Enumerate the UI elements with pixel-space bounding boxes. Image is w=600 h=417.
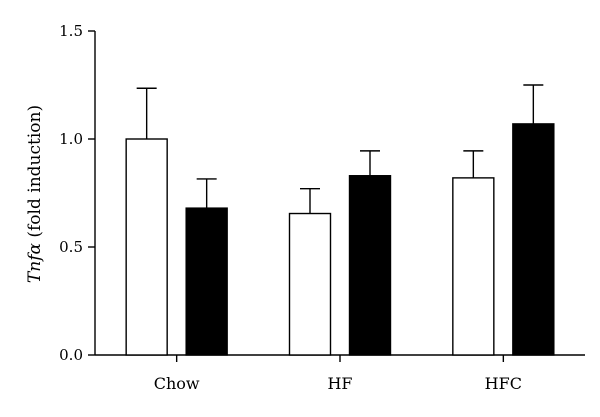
bar: [452, 177, 495, 356]
bar: [125, 138, 168, 356]
y-axis: 0.0 0.5 1.0 1.5: [59, 22, 96, 364]
x-axis: Chow HF HFC: [95, 354, 585, 393]
y-tick-label: 0.0: [59, 346, 83, 364]
y-tick-label: 1.5: [59, 22, 83, 40]
bars: [125, 84, 555, 356]
y-axis-label-italic: Tnfα: [25, 243, 45, 284]
y-tick-label: 1.0: [59, 130, 83, 148]
bar: [348, 175, 392, 356]
y-axis-label-rest: (fold induction): [25, 105, 45, 243]
bar: [185, 207, 228, 356]
y-axis-label: Tnfα (fold induction): [25, 105, 45, 283]
x-category-label: HFC: [485, 374, 522, 393]
x-category-label: Chow: [154, 374, 200, 393]
y-tick-label: 0.5: [59, 238, 83, 256]
bar: [288, 212, 332, 356]
bar: [512, 123, 555, 356]
x-category-label: HF: [327, 374, 352, 393]
